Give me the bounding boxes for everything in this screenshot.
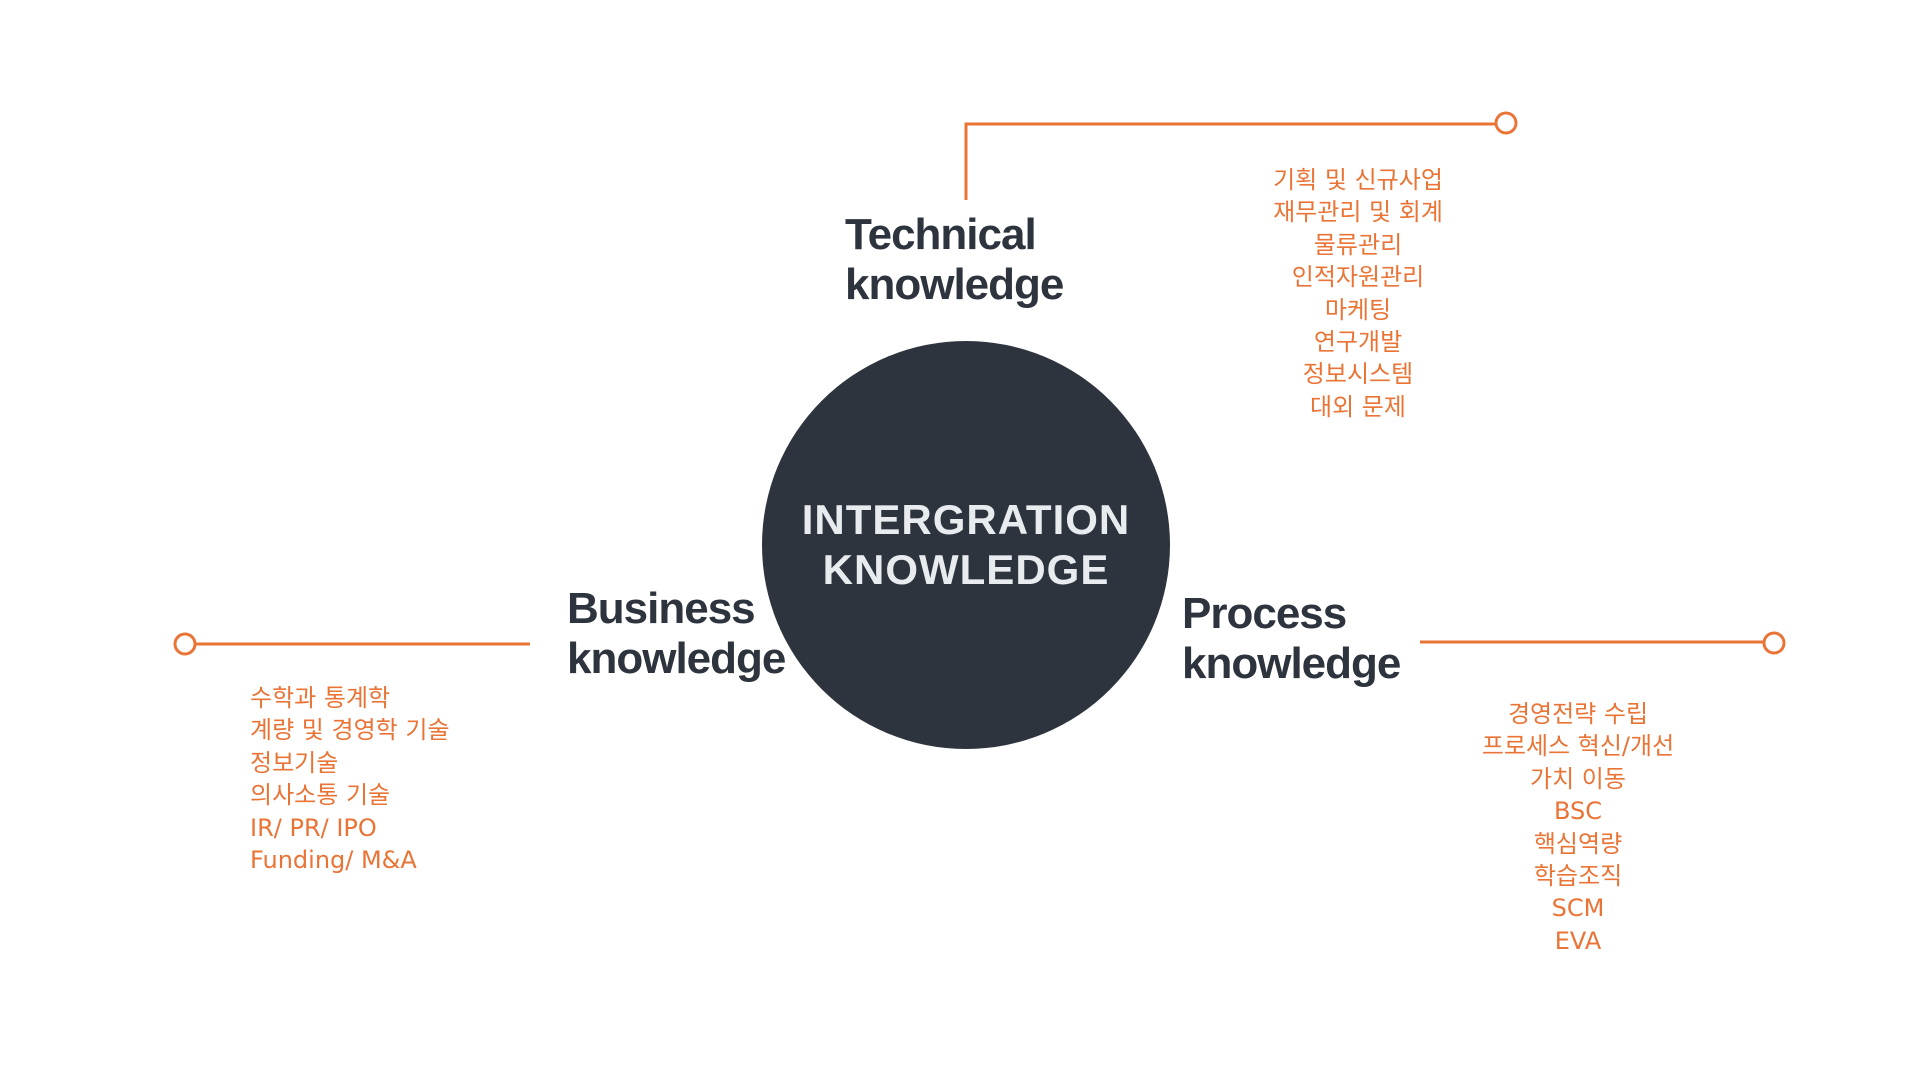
center-title-line1: INTERGRATION (801, 496, 1131, 543)
list-item: 정보기술 (250, 748, 339, 777)
list-item: 프로세스 혁신/개선 (1481, 732, 1675, 761)
list-item: SCM (1551, 894, 1605, 923)
process-title-line2: knowledge (1182, 639, 1401, 688)
list-item: 가치 이동 (1530, 764, 1626, 793)
technical-title-line1: Technical (845, 210, 1037, 259)
list-item: 인적자원관리 (1291, 263, 1425, 292)
list-item: 대외 문제 (1310, 392, 1406, 421)
list-item: 마케팅 (1324, 295, 1392, 324)
business-knowledge-title: Business knowledge (567, 584, 786, 684)
center-title-line2: KNOWLEDGE (822, 546, 1110, 593)
list-item: Funding/ M&A (250, 846, 417, 875)
business-endpoint-icon (173, 632, 197, 656)
technical-knowledge-list: 기획 및 신규사업 재무관리 및 회계 물류관리 인적자원관리 마케팅 연구개발… (1158, 164, 1558, 423)
business-knowledge-list: 수학과 통계학 계량 및 경영학 기술 정보기술 의사소통 기술 IR/ PR/… (250, 682, 580, 876)
list-item: 학습조직 (1533, 862, 1623, 891)
process-endpoint-icon (1762, 631, 1786, 655)
business-title-line1: Business (567, 584, 756, 633)
list-item: 기획 및 신규사업 (1273, 166, 1443, 194)
list-item: 연구개발 (1313, 328, 1403, 357)
list-item: 수학과 통계학 (250, 684, 391, 712)
technical-connector (964, 122, 1496, 200)
technical-knowledge-title: Technical knowledge (845, 210, 1064, 310)
list-item: 정보시스템 (1302, 360, 1414, 389)
center-circle: INTERGRATION KNOWLEDGE (762, 341, 1170, 749)
technical-title-line2: knowledge (845, 260, 1064, 309)
list-item: IR/ PR/ IPO (250, 813, 377, 842)
list-item: BSC (1553, 797, 1603, 826)
process-knowledge-title: Process knowledge (1182, 589, 1401, 689)
list-item: 경영전략 수립 (1507, 700, 1649, 728)
list-item: 물류관리 (1313, 230, 1403, 259)
list-item: EVA (1554, 926, 1602, 955)
list-item: 의사소통 기술 (250, 781, 391, 810)
business-title-line2: knowledge (567, 634, 786, 683)
process-title-line1: Process (1182, 589, 1347, 638)
process-knowledge-list: 경영전략 수립 프로세스 혁신/개선 가치 이동 BSC 핵심역량 학습조직 S… (1378, 698, 1778, 957)
list-item: 계량 및 경영학 기술 (250, 716, 450, 745)
list-item: 재무관리 및 회계 (1273, 198, 1443, 227)
list-item: 핵심역량 (1533, 829, 1623, 858)
technical-endpoint-icon (1494, 111, 1518, 135)
